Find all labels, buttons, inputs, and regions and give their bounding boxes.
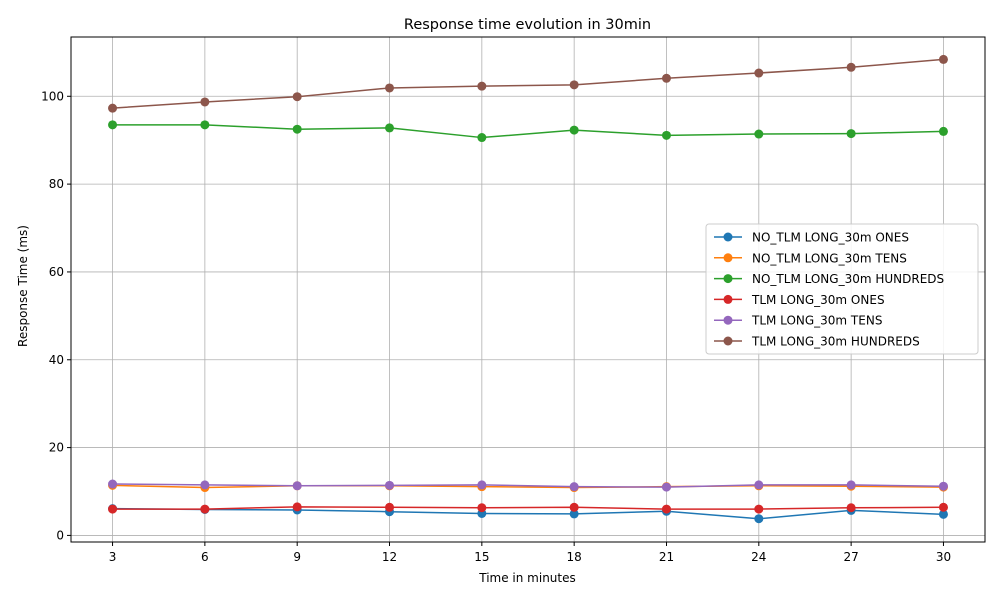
data-point [385, 502, 395, 512]
data-point [477, 81, 487, 91]
data-point [661, 130, 671, 140]
legend-label: NO_TLM LONG_30m ONES [752, 231, 909, 245]
x-tick-label: 18 [567, 550, 582, 564]
legend: NO_TLM LONG_30m ONES NO_TLM LONG_30m TENS… [705, 223, 979, 355]
data-point [385, 83, 395, 93]
series-group [108, 502, 948, 514]
data-point [938, 126, 948, 136]
data-point [108, 120, 118, 130]
legend-label: NO_TLM LONG_30m HUNDREDS [752, 272, 944, 286]
data-point [385, 480, 395, 490]
legend-item: NO_TLM LONG_30m HUNDREDS [714, 272, 944, 286]
data-point [569, 482, 579, 492]
data-point [661, 482, 671, 492]
x-axis-label: Time in minutes [478, 571, 576, 585]
data-point [938, 54, 948, 64]
data-point [754, 504, 764, 514]
data-point [569, 80, 579, 90]
data-point [200, 97, 210, 107]
series-group [108, 479, 948, 492]
legend-marker [723, 336, 733, 346]
data-point [569, 125, 579, 135]
data-point [754, 480, 764, 490]
data-point [754, 68, 764, 78]
data-point [846, 503, 856, 513]
data-point [108, 103, 118, 113]
y-tick-label: 80 [49, 177, 64, 191]
data-point [108, 504, 118, 514]
data-point [108, 479, 118, 489]
data-point [385, 123, 395, 133]
legend-box [705, 223, 979, 355]
data-point [754, 129, 764, 139]
data-point [292, 481, 302, 491]
data-point [200, 504, 210, 514]
series-line [112, 58, 944, 109]
data-point [292, 92, 302, 102]
data-point [569, 502, 579, 512]
x-tick-label: 12 [382, 550, 397, 564]
x-tick-label: 9 [293, 550, 301, 564]
data-point [846, 480, 856, 490]
data-point [200, 480, 210, 490]
data-point [938, 502, 948, 512]
x-tick-label: 30 [936, 550, 951, 564]
data-point [846, 129, 856, 139]
series-line [112, 484, 944, 489]
series-line [112, 483, 944, 488]
data-point [661, 504, 671, 514]
x-tick-label: 27 [843, 550, 858, 564]
legend-label: TLM LONG_30m TENS [751, 314, 882, 328]
series-line [112, 507, 944, 520]
legend-item: TLM LONG_30m ONES [714, 293, 885, 307]
data-point [938, 509, 948, 519]
x-tick-label: 24 [751, 550, 766, 564]
legend-marker [723, 253, 733, 263]
legend-marker [723, 274, 733, 284]
data-point [754, 514, 764, 524]
x-tick-label: 21 [659, 550, 674, 564]
y-tick-label: 0 [56, 528, 64, 542]
series-lines [108, 54, 948, 524]
legend-label: TLM LONG_30m HUNDREDS [751, 335, 920, 349]
legend-marker [723, 294, 733, 304]
legend-label: NO_TLM LONG_30m TENS [752, 251, 907, 265]
legend-item: NO_TLM LONG_30m TENS [714, 251, 907, 265]
legend-item: TLM LONG_30m HUNDREDS [714, 335, 920, 349]
data-point [200, 120, 210, 130]
legend-marker [723, 232, 733, 242]
data-point [477, 133, 487, 143]
series-line [112, 124, 944, 139]
y-tick-label: 100 [41, 89, 64, 103]
y-axis-label: Response Time (ms) [16, 225, 30, 347]
data-point [661, 73, 671, 83]
y-tick-label: 20 [49, 441, 64, 455]
tick-labels: 3 6 9 12 15 18 21 24 27 30 0 20 40 60 80 100 [41, 89, 951, 564]
legend-item: NO_TLM LONG_30m ONES [714, 231, 909, 245]
x-tick-label: 3 [109, 550, 117, 564]
y-tick-label: 40 [49, 353, 64, 367]
y-tick-label: 60 [49, 265, 64, 279]
data-point [477, 503, 487, 513]
data-point [938, 481, 948, 491]
series-group [108, 54, 948, 113]
axes [70, 36, 986, 543]
legend-item: TLM LONG_30m TENS [714, 314, 882, 328]
x-tick-label: 15 [474, 550, 489, 564]
series-group [108, 120, 948, 143]
plot-frame [70, 36, 986, 543]
data-point [477, 480, 487, 490]
x-tick-label: 6 [201, 550, 209, 564]
data-point [292, 502, 302, 512]
series-line [112, 506, 944, 510]
data-point [846, 62, 856, 72]
data-point [292, 124, 302, 134]
legend-label: TLM LONG_30m ONES [751, 293, 885, 307]
legend-marker [723, 315, 733, 325]
chart-title: Response time evolution in 30min [404, 17, 651, 33]
data-point [569, 509, 579, 519]
